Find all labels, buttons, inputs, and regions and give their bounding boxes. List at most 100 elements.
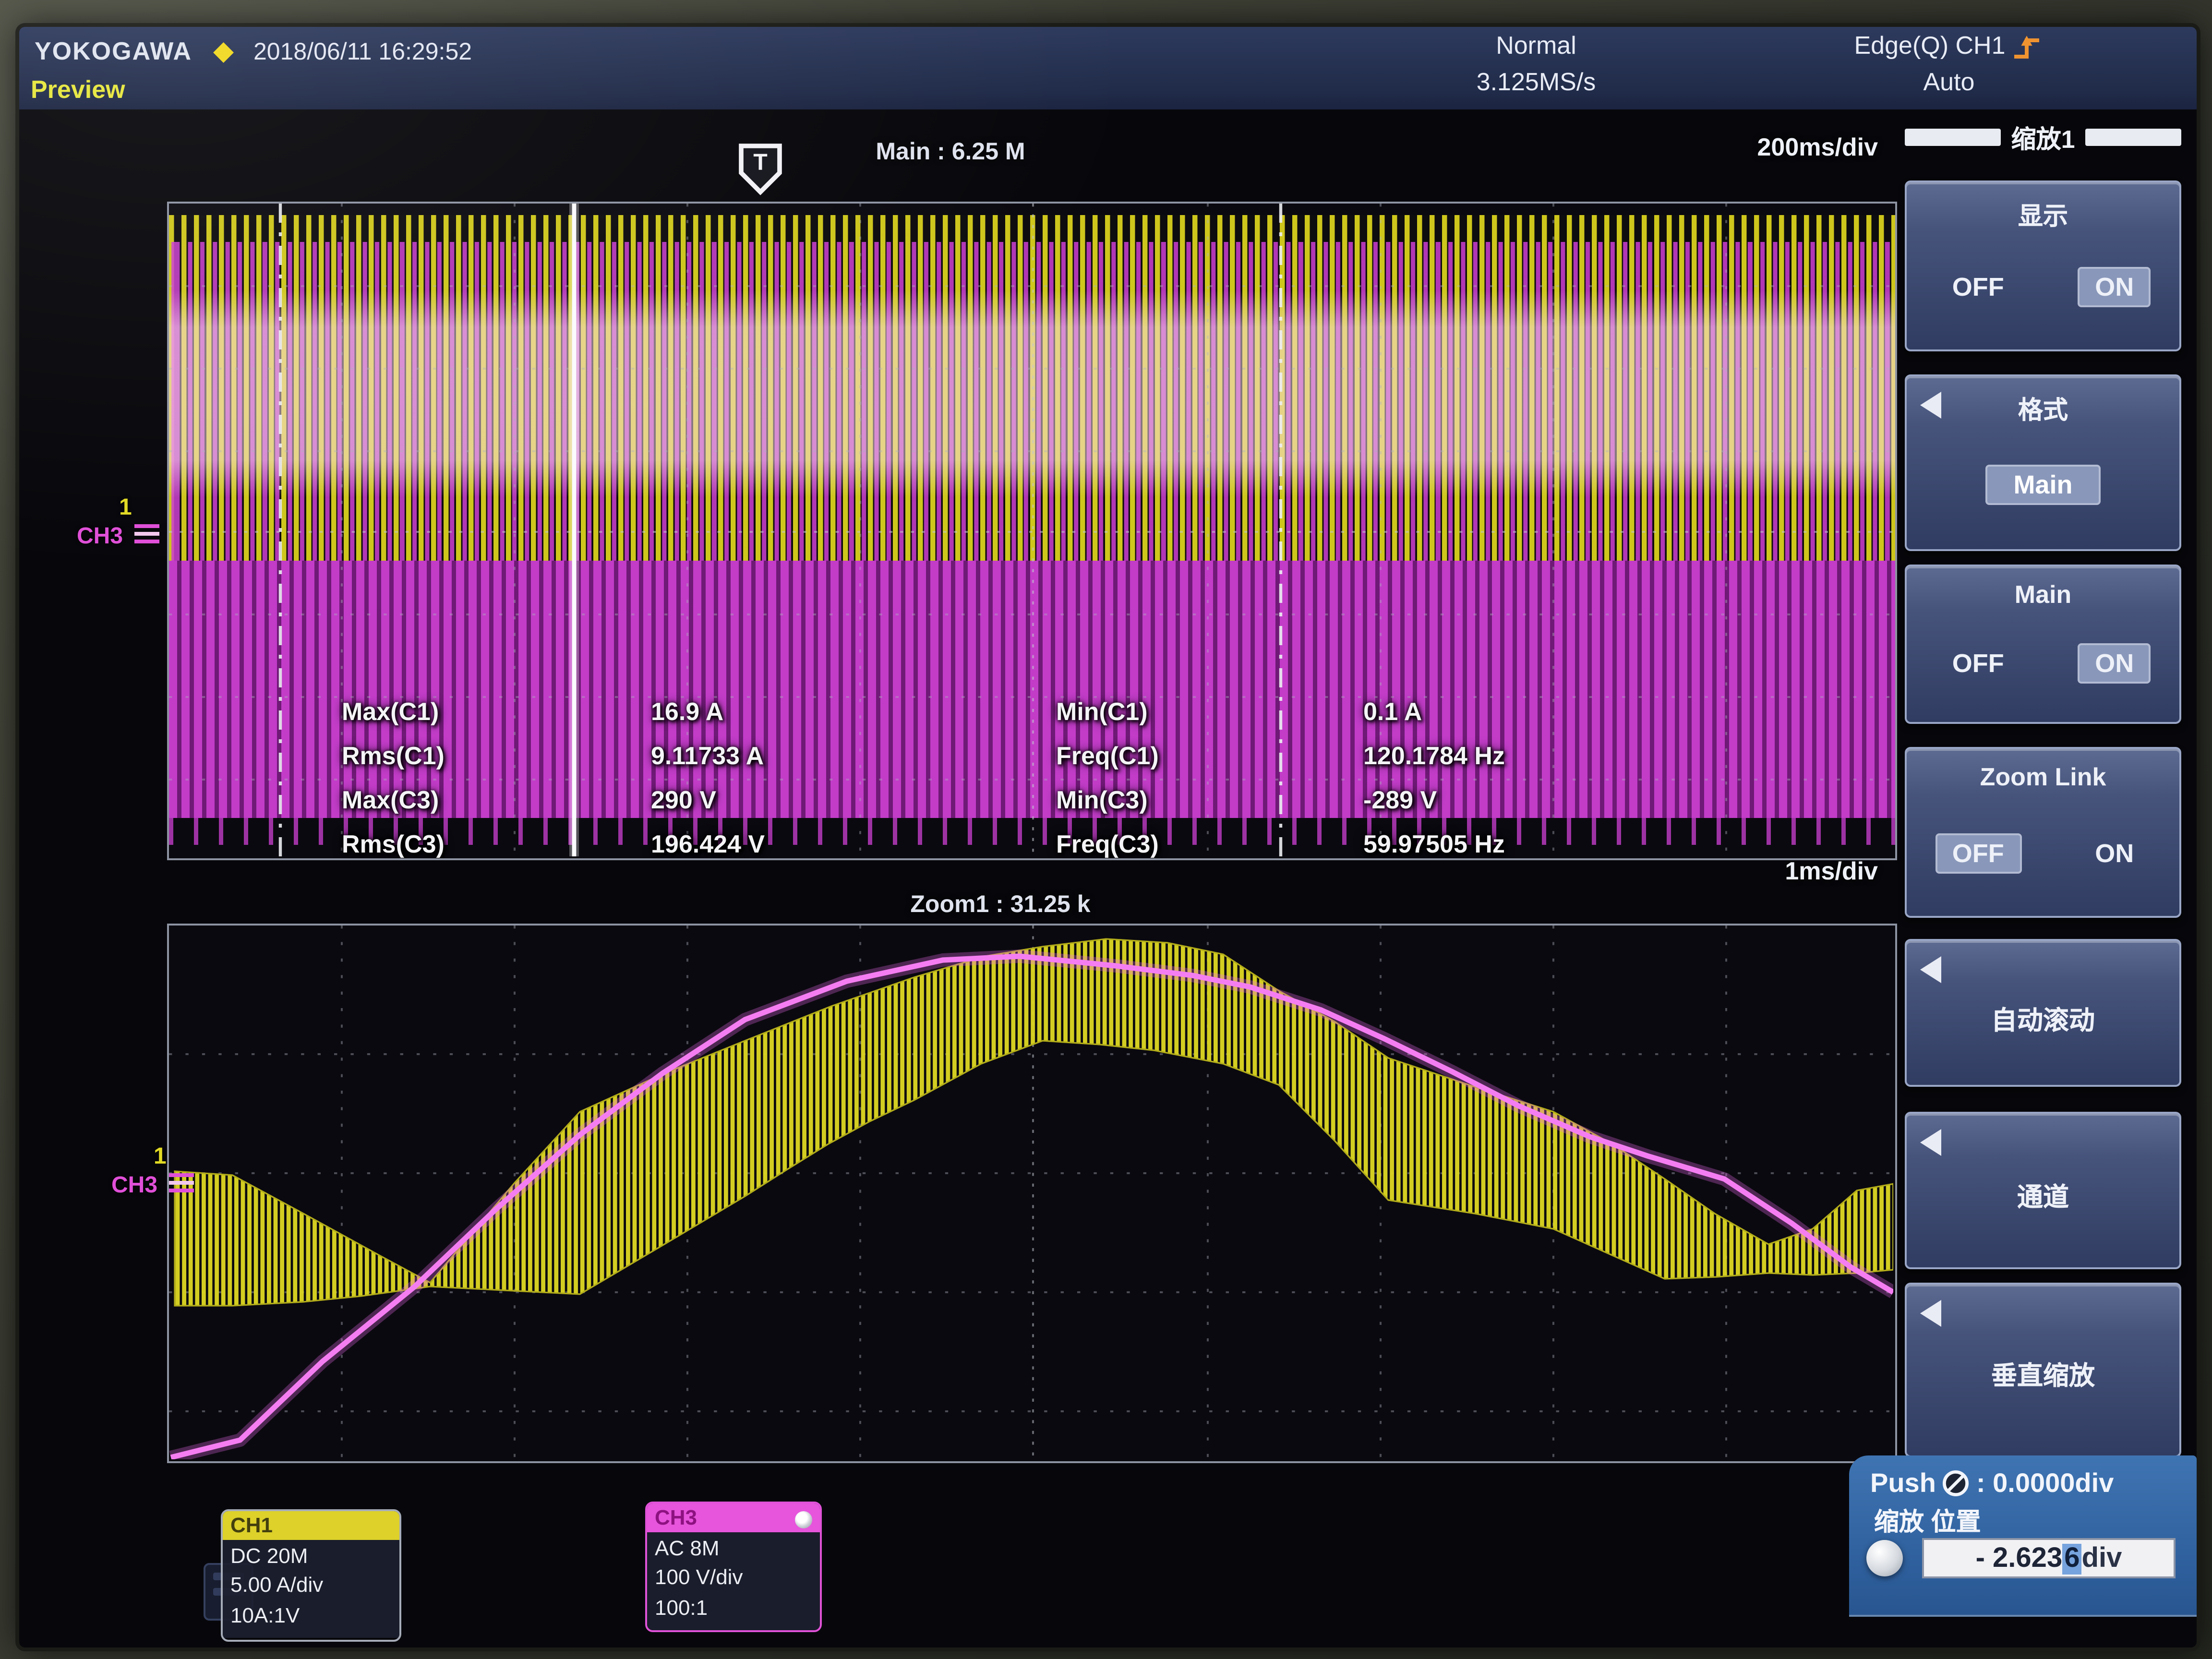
datetime-label: 2018/06/11 16:29:52 xyxy=(253,38,472,65)
menu-header: 缩放1 xyxy=(1905,119,2182,154)
menu-main-title: Main xyxy=(2014,580,2072,609)
brand-logo: YOKOGAWA xyxy=(35,36,192,65)
main-off-toggle[interactable]: OFF xyxy=(1952,649,2004,678)
menu-auto-scroll-title: 自动滚动 xyxy=(1991,1006,2095,1035)
zoom-region-markers xyxy=(278,204,1283,856)
left-arrow-icon xyxy=(1920,1300,1941,1327)
ch1-name: CH1 xyxy=(230,1515,273,1538)
ch3-probe: 100:1 xyxy=(655,1597,708,1621)
left-arrow-icon xyxy=(1920,392,1941,419)
main-timebase-label: 200ms/div xyxy=(1757,132,1878,161)
meas-value: 290 V xyxy=(651,785,716,814)
menu-title: 缩放1 xyxy=(2011,124,2075,153)
menu-display-title: 显示 xyxy=(2018,202,2068,230)
trigger-source-label: Edge(Q) CH1 xyxy=(1854,31,2006,60)
trigger-mode-label: Auto xyxy=(1923,67,1975,96)
position-unit: div xyxy=(2081,1543,2122,1574)
trigger-position-marker[interactable]: T xyxy=(737,142,783,205)
menu-item-main[interactable]: Main OFF ON xyxy=(1905,565,2181,724)
main-window-title: Main : 6.25 M xyxy=(876,138,1025,165)
position-knob[interactable] xyxy=(1866,1540,1903,1576)
ch3-info-box[interactable]: CH3 AC 8M 100 V/div 100:1 xyxy=(645,1502,822,1632)
meas-value: 0.1 A xyxy=(1363,697,1422,726)
ch1-scale: 5.00 A/div xyxy=(230,1575,324,1599)
left-arrow-icon xyxy=(1920,1129,1941,1156)
ch3-coupling: AC 8M xyxy=(655,1538,720,1561)
main-grid xyxy=(169,204,1893,856)
zoom-link-on-toggle[interactable]: ON xyxy=(2095,839,2134,868)
meas-value: 9.11733 A xyxy=(651,741,764,770)
push-value: : 0.0000div xyxy=(1976,1467,2114,1498)
ch1-marker-number: 1 xyxy=(154,1142,167,1169)
main-waveform-window: Max(C1) 16.9 A Rms(C1) 9.11733 A Max(C3)… xyxy=(167,202,1897,860)
zoom-plot xyxy=(169,926,1893,1459)
zoom-link-off-toggle[interactable]: OFF xyxy=(1935,833,2021,874)
ch3-name: CH3 xyxy=(655,1507,697,1530)
meas-label: Min(C1) xyxy=(1056,697,1148,726)
zoom-position-label: 缩放 位置 xyxy=(1874,1507,1981,1536)
meas-value: -289 V xyxy=(1363,785,1437,814)
menu-item-zoom-link[interactable]: Zoom Link OFF ON xyxy=(1905,747,2181,918)
menu-item-vertical-zoom[interactable]: 垂直缩放 xyxy=(1905,1283,2181,1457)
ch3-level-icon xyxy=(134,524,159,547)
display-on-toggle[interactable]: ON xyxy=(2078,267,2152,307)
ch1-probe: 10A:1V xyxy=(230,1605,300,1628)
zoom-position-input[interactable]: - 2.623 6 div xyxy=(1922,1538,2176,1578)
trigger-marker-letter: T xyxy=(753,150,767,175)
meas-label: Rms(C3) xyxy=(342,830,445,858)
acquisition-status: Normal 3.125MS/s xyxy=(1431,29,1642,101)
meas-label: Min(C3) xyxy=(1056,785,1148,814)
meas-value: 120.1784 Hz xyxy=(1363,741,1505,770)
menu-format-title: 格式 xyxy=(2018,396,2068,424)
rising-edge-trigger-icon xyxy=(2015,36,2040,59)
preview-badge: Preview xyxy=(31,75,125,104)
header-bar: YOKOGAWA ◆ 2018/06/11 16:29:52 Preview N… xyxy=(19,27,2197,109)
zoom-channel-position-marker: 1 CH3 xyxy=(111,1142,207,1215)
menu-item-display[interactable]: 显示 OFF ON xyxy=(1905,180,2181,351)
menu-item-auto-scroll[interactable]: 自动滚动 xyxy=(1905,939,2181,1087)
ch1-coupling: DC 20M xyxy=(230,1546,308,1569)
menu-channel-title: 通道 xyxy=(2017,1183,2069,1212)
ch3-scale: 100 V/div xyxy=(655,1567,743,1591)
meas-label: Max(C3) xyxy=(342,785,439,814)
oscilloscope-screen: YOKOGAWA ◆ 2018/06/11 16:29:52 Preview N… xyxy=(19,27,2197,1647)
meas-label: Freq(C3) xyxy=(1056,830,1159,858)
zoom-position-panel: Push : 0.0000div 缩放 位置 - 2.623 6 div xyxy=(1849,1455,2197,1617)
meas-label: Rms(C1) xyxy=(342,741,445,770)
sample-rate-label: 3.125MS/s xyxy=(1476,67,1596,96)
zoom-waveform-window xyxy=(167,924,1897,1463)
menu-item-format[interactable]: 格式 Main xyxy=(1905,374,2181,551)
ch3-marker-label: CH3 xyxy=(77,522,123,549)
position-value: - 2.623 xyxy=(1975,1543,2063,1574)
meas-value: 16.9 A xyxy=(651,697,724,726)
menu-header-bar-icon xyxy=(1905,128,2002,145)
ch1-marker-number: 1 xyxy=(119,493,132,520)
meas-value: 59.97505 Hz xyxy=(1363,830,1505,858)
brand-diamond-icon: ◆ xyxy=(213,35,234,65)
menu-item-channel[interactable]: 通道 xyxy=(1905,1112,2181,1269)
zoom-timebase-label: 1ms/div xyxy=(1785,856,1878,885)
ch3-marker-label: CH3 xyxy=(111,1171,158,1198)
ch1-info-box[interactable]: CH1 DC 20M 5.00 A/div 10A:1V xyxy=(221,1509,401,1642)
trigger-status: Edge(Q) CH1 Auto xyxy=(1786,29,2112,101)
main-channel-position-marker: 1 CH3 xyxy=(77,493,173,566)
push-label: Push xyxy=(1870,1467,1936,1498)
display-off-toggle[interactable]: OFF xyxy=(1952,273,2004,301)
ch3-voltage-sine xyxy=(170,953,1893,1459)
ch3-level-icon xyxy=(169,1173,194,1196)
measurement-readout: Max(C1) 16.9 A Rms(C1) 9.11733 A Max(C3)… xyxy=(169,204,1895,858)
knob-push-icon xyxy=(1943,1469,1969,1496)
left-arrow-icon xyxy=(1920,956,1941,983)
main-on-toggle[interactable]: ON xyxy=(2078,643,2152,684)
menu-vertical-zoom-title: 垂直缩放 xyxy=(1991,1360,2095,1390)
position-cursor-digit: 6 xyxy=(2062,1543,2082,1574)
format-main-button[interactable]: Main xyxy=(1984,465,2102,505)
menu-zoom-link-title: Zoom Link xyxy=(1980,762,2106,791)
meas-label: Max(C1) xyxy=(342,697,439,726)
ch3-knob-dot-icon xyxy=(795,1510,812,1527)
menu-header-bar-icon xyxy=(2084,128,2182,145)
meas-label: Freq(C1) xyxy=(1056,741,1159,770)
zoom-window-title: Zoom1 : 31.25 k xyxy=(910,891,1091,918)
acq-mode-label: Normal xyxy=(1496,31,1576,60)
